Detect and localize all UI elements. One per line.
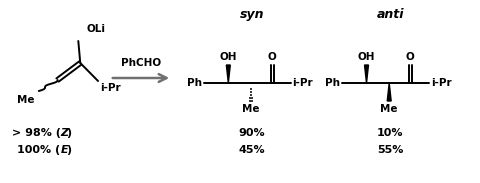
Text: 10%: 10%	[376, 128, 403, 138]
Text: 55%: 55%	[376, 145, 403, 155]
Polygon shape	[364, 65, 368, 83]
Text: Me: Me	[242, 104, 259, 114]
Text: OH: OH	[357, 52, 374, 62]
Text: Me: Me	[380, 104, 397, 114]
Text: O: O	[405, 52, 413, 62]
Text: ): )	[66, 128, 71, 138]
Text: Ph: Ph	[324, 78, 339, 88]
Text: OH: OH	[219, 52, 237, 62]
Text: ): )	[66, 145, 71, 155]
Text: Ph: Ph	[186, 78, 201, 88]
Text: Me: Me	[17, 95, 35, 105]
Text: PhCHO: PhCHO	[120, 58, 161, 68]
Text: syn: syn	[239, 8, 264, 21]
Text: E: E	[60, 145, 68, 155]
Text: i-Pr: i-Pr	[100, 83, 120, 93]
Text: OLi: OLi	[86, 24, 105, 34]
Polygon shape	[386, 83, 390, 101]
Text: 100% (: 100% (	[17, 145, 60, 155]
Text: i-Pr: i-Pr	[430, 78, 450, 88]
Text: 90%: 90%	[238, 128, 265, 138]
Text: anti: anti	[376, 8, 403, 21]
Text: Z: Z	[60, 128, 69, 138]
Text: O: O	[267, 52, 276, 62]
Polygon shape	[226, 65, 230, 83]
Text: i-Pr: i-Pr	[292, 78, 312, 88]
Text: 45%: 45%	[238, 145, 265, 155]
Text: > 98% (: > 98% (	[12, 128, 60, 138]
